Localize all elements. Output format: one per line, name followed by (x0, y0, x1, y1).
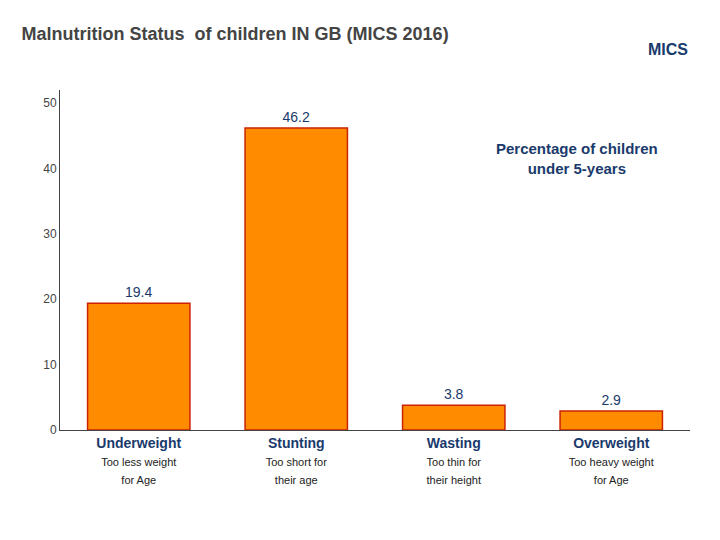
svg-text:19.4: 19.4 (125, 284, 152, 300)
svg-text:StuntingToo short fortheir age: StuntingToo short fortheir age (266, 435, 327, 486)
svg-text:20: 20 (43, 292, 57, 306)
svg-text:40: 40 (43, 162, 57, 176)
svg-text:50: 50 (43, 96, 57, 110)
svg-text:Malnutrition Status of childr: Malnutrition Status of children IN GB (M… (22, 24, 449, 44)
svg-text:46.2: 46.2 (283, 109, 310, 125)
svg-text:2.9: 2.9 (601, 392, 621, 408)
svg-text:OverweightToo heavy weightfor: OverweightToo heavy weightfor Age (569, 435, 654, 486)
svg-text:UnderweightToo less weightfor: UnderweightToo less weightfor Age (96, 435, 181, 486)
svg-text:Percentage of childrenunder 5-: Percentage of childrenunder 5-years (496, 140, 658, 177)
svg-text:10: 10 (43, 358, 57, 372)
svg-text:3.8: 3.8 (444, 386, 464, 402)
svg-text:WastingToo thin fortheir heigh: WastingToo thin fortheir height (427, 435, 482, 486)
svg-text:0: 0 (50, 423, 57, 437)
svg-text:30: 30 (43, 227, 57, 241)
svg-text:MICS: MICS (648, 41, 688, 58)
